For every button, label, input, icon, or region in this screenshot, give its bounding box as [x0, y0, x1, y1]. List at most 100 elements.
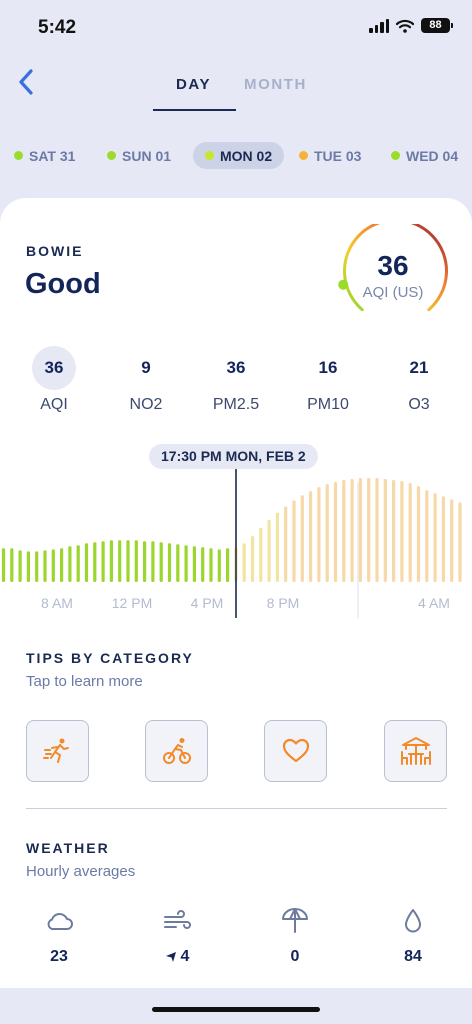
- cycling-icon: [162, 738, 191, 764]
- pollutant-pm10[interactable]: 16 PM10: [288, 346, 368, 414]
- tip-exercise-button[interactable]: [26, 720, 89, 782]
- aqi-bar: [60, 548, 64, 582]
- day-label: TUE 03: [314, 147, 362, 164]
- back-button[interactable]: [8, 62, 44, 102]
- umbrella-icon: [282, 908, 308, 933]
- aqi-bar: [292, 500, 296, 582]
- aqi-bar: [383, 479, 387, 582]
- day-label: WED 04: [406, 147, 459, 164]
- aqi-bar: [51, 549, 55, 582]
- chevron-left-icon: [19, 69, 33, 95]
- weather-temperature: 23: [19, 906, 99, 966]
- tip-outdoor-button[interactable]: [384, 720, 447, 782]
- x-tick-label: 12 PM: [112, 595, 152, 611]
- location-name: BOWIE: [26, 243, 84, 259]
- section-divider: [26, 808, 447, 809]
- aqi-bar: [408, 483, 412, 582]
- pollutant-aqi[interactable]: 36 AQI: [14, 346, 94, 414]
- tip-cycling-button[interactable]: [145, 720, 208, 782]
- aqi-bar: [416, 486, 421, 582]
- aqi-bar: [43, 550, 47, 582]
- weather-value: 23: [50, 948, 68, 965]
- aqi-bar: [126, 540, 130, 582]
- gauge-indicator: [338, 279, 349, 290]
- pollutant-label: AQI: [40, 396, 68, 413]
- aqi-bar: [358, 478, 362, 582]
- aqi-dot: [205, 151, 214, 160]
- aqi-bar: [159, 542, 163, 582]
- aqi-dot: [14, 151, 23, 160]
- x-tick-label: 4 PM: [191, 595, 224, 611]
- aqi-bar: [317, 487, 321, 582]
- aqi-bar: [68, 546, 72, 582]
- aqi-bar: [300, 495, 304, 582]
- aqi-bar: [350, 479, 354, 582]
- x-tick-label: 4 AM: [418, 595, 450, 611]
- weather-subtitle: Hourly averages: [26, 863, 136, 880]
- heart-icon: [282, 738, 309, 763]
- pollutant-no2[interactable]: 9 NO2: [106, 346, 186, 414]
- humidity-drop-icon: [405, 909, 421, 933]
- pollutant-label: O3: [408, 396, 430, 413]
- day-chip-tue[interactable]: TUE 03: [299, 142, 361, 169]
- running-icon: [42, 738, 69, 763]
- aqi-bar: [134, 540, 138, 582]
- pollutant-value: 16: [318, 358, 338, 377]
- aqi-bar: [284, 506, 288, 582]
- aqi-bar: [109, 540, 113, 582]
- day-label: SUN 01: [122, 147, 172, 164]
- aqi-bar: [118, 540, 122, 582]
- aqi-bar: [375, 478, 379, 582]
- aqi-bar: [267, 519, 271, 582]
- day-chip-mon[interactable]: MON 02: [193, 142, 285, 169]
- aqi-gauge: 36 AQI (US): [338, 218, 448, 319]
- tip-health-button[interactable]: [264, 720, 327, 782]
- pollutant-pm25[interactable]: 36 PM2.5: [196, 346, 276, 414]
- aqi-status: Good: [25, 268, 101, 300]
- cloud-icon: [47, 913, 73, 930]
- aqi-bar: [458, 502, 462, 582]
- hourly-aqi-chart[interactable]: 8 AM 12 PM 4 PM 8 PM 4 AM: [0, 442, 472, 622]
- status-icons: 88: [369, 18, 453, 33]
- pollutant-value: 36: [32, 346, 76, 390]
- pollutant-o3[interactable]: 21 O3: [379, 346, 459, 414]
- weather-title: WEATHER: [26, 840, 110, 856]
- aqi-bar: [450, 499, 454, 582]
- aqi-bar: [101, 541, 105, 582]
- gauge-aqi-value: 36: [377, 250, 409, 281]
- aqi-bar: [333, 482, 338, 582]
- aqi-bar: [259, 527, 263, 582]
- day-chip-sun[interactable]: SUN 01: [107, 142, 171, 169]
- aqi-bar: [176, 544, 180, 582]
- aqi-bar: [433, 493, 437, 582]
- aqi-bar: [325, 484, 329, 582]
- aqi-bar: [425, 490, 429, 582]
- wind-direction-icon: [165, 952, 176, 962]
- pollutant-selector: 36 AQI 9 NO2 36 PM2.5 16 PM10 21 O3: [0, 346, 472, 416]
- aqi-bar: [309, 491, 313, 582]
- day-chip-sat[interactable]: SAT 31: [14, 142, 75, 169]
- aqi-bar: [392, 480, 396, 582]
- aqi-bar: [184, 545, 188, 582]
- aqi-bar: [250, 536, 255, 582]
- status-bar: 5:42 88: [0, 0, 472, 56]
- tab-month[interactable]: MONTH: [244, 76, 307, 93]
- tab-day[interactable]: DAY: [176, 76, 212, 93]
- aqi-bar: [192, 546, 196, 582]
- battery-icon: 88: [421, 18, 453, 33]
- pollutant-label: NO2: [129, 396, 163, 413]
- outdoor-dining-icon: [400, 737, 431, 765]
- aqi-dot: [107, 151, 116, 160]
- day-chip-wed[interactable]: WED 04: [391, 142, 458, 169]
- aqi-bar: [167, 543, 172, 582]
- aqi-bar: [151, 541, 155, 582]
- weather-precipitation: 0: [255, 906, 335, 966]
- wifi-icon: [396, 19, 414, 33]
- pollutant-value: 21: [409, 358, 429, 377]
- air-quality-card: BOWIE Good 36 AQI (US) 36 AQI 9 NO2: [0, 198, 472, 988]
- aqi-bar: [76, 545, 80, 582]
- weather-value: 0: [290, 948, 300, 965]
- aqi-bar: [93, 542, 97, 582]
- pollutant-label: PM2.5: [212, 396, 260, 413]
- aqi-bar: [84, 543, 89, 582]
